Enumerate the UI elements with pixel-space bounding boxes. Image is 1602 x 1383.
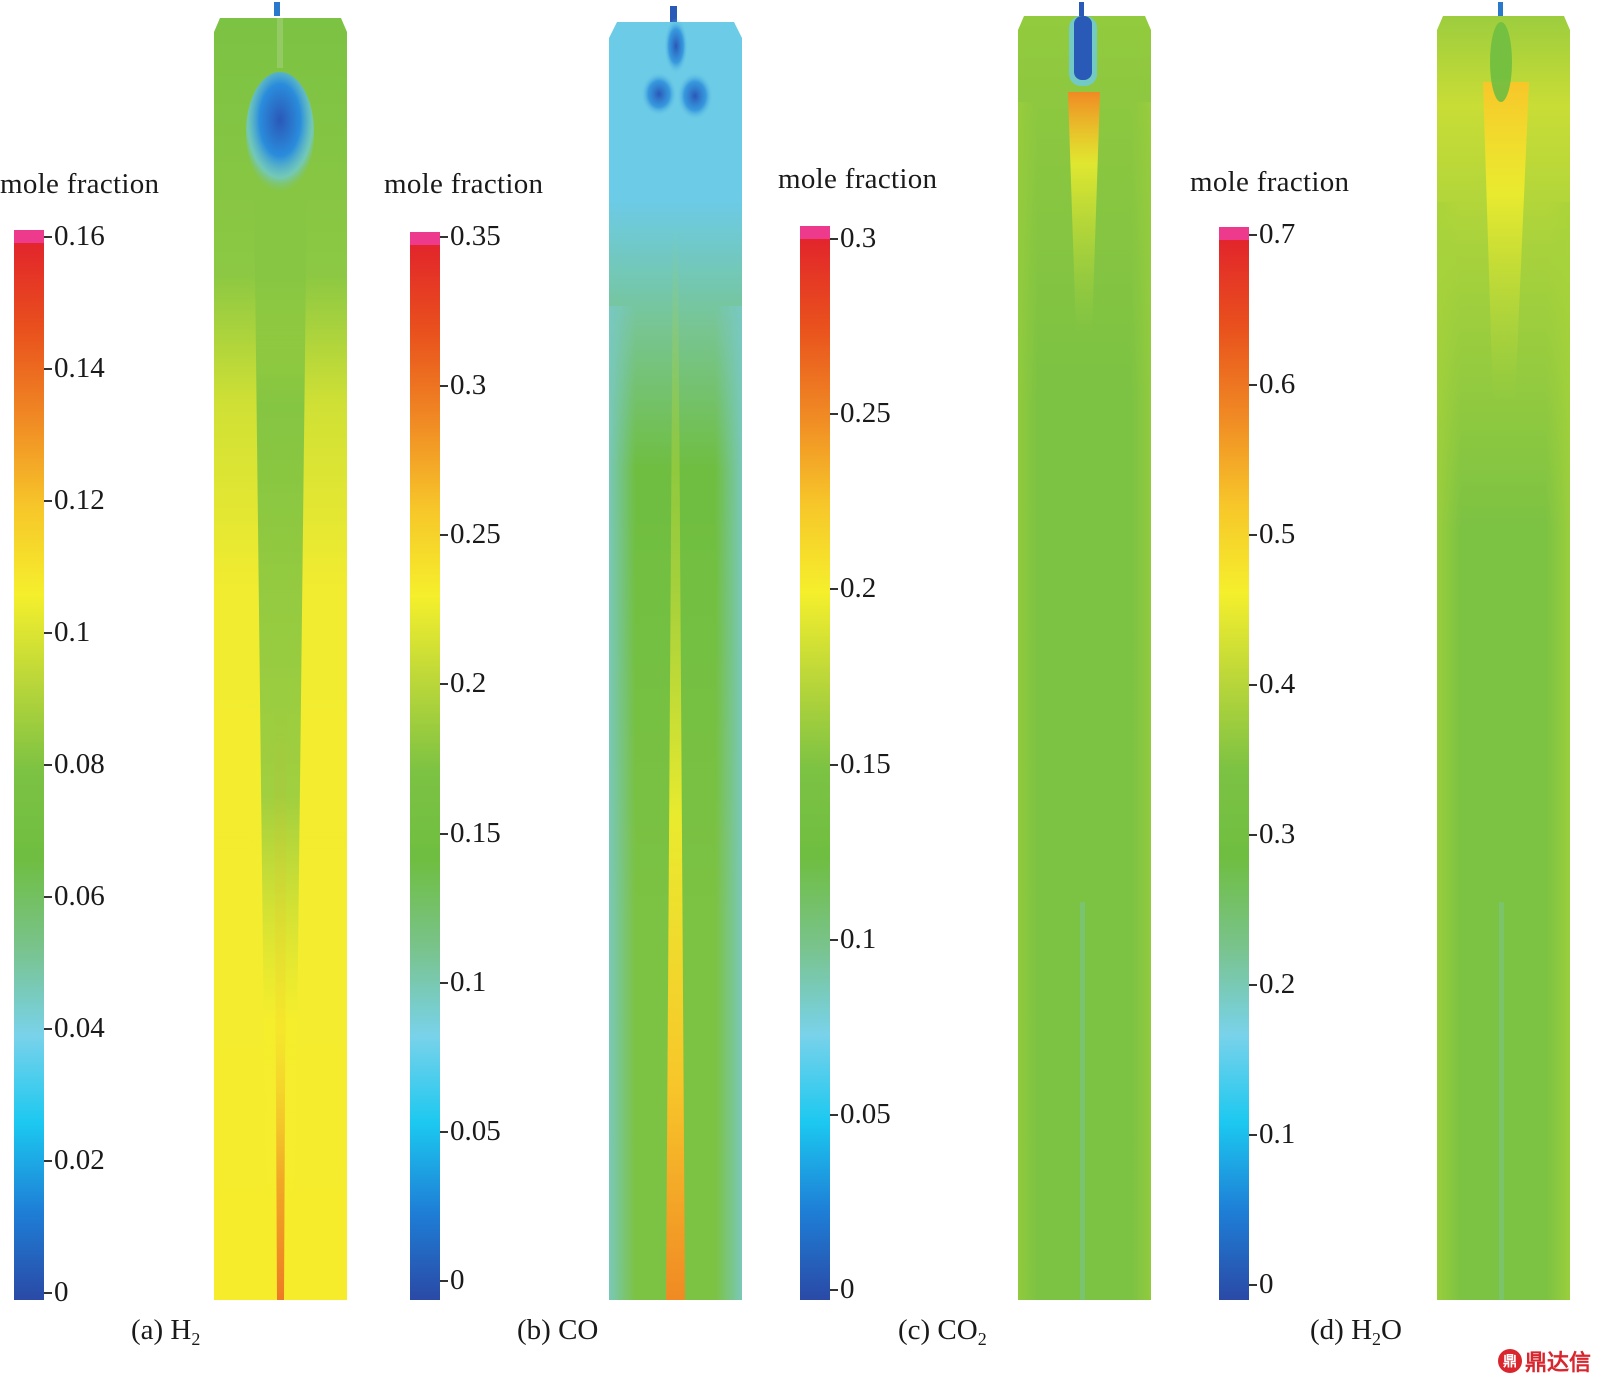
caption-h2: (a) H2 [131, 1314, 201, 1349]
tick-mark [1249, 234, 1257, 236]
tick-label: 0.05 [450, 1114, 501, 1147]
caption-h2o-sub: 2 [1372, 1329, 1382, 1349]
tick-mark [830, 763, 838, 766]
colorbar-h2o [1219, 227, 1249, 1300]
tick-mark [44, 368, 52, 370]
tick-mark [830, 238, 838, 240]
tick-mark [830, 1289, 838, 1291]
tick-mark [44, 500, 52, 502]
legend-title-co2: mole fraction [778, 163, 938, 195]
tick-label: 0.7 [1259, 218, 1296, 250]
tick-label: 0.16 [54, 220, 105, 252]
tick-mark [830, 413, 838, 416]
tick-label: 0.02 [54, 1144, 105, 1176]
caption-h2o-text: (d) H [1310, 1314, 1373, 1346]
caption-co2-text: (c) CO [898, 1314, 978, 1346]
tick-label: 0.15 [450, 816, 501, 849]
tick-label: 0 [840, 1273, 855, 1305]
tick-label: 0 [1259, 1268, 1274, 1300]
nozzle-co2 [1079, 2, 1084, 20]
tick-mark [830, 938, 838, 941]
tick-label: 0.1 [840, 922, 877, 955]
legend-title-h2o: mole fraction [1190, 166, 1350, 198]
legend-title-h2: mole fraction [0, 168, 160, 200]
tick-label: 0.25 [450, 518, 501, 551]
tick-label: 0.3 [840, 222, 877, 254]
tick-label: 0 [450, 1264, 465, 1296]
tick-mark [44, 1028, 52, 1030]
tick-mark [440, 236, 448, 238]
tick-mark [440, 534, 448, 537]
tick-mark [1249, 984, 1257, 986]
tick-label: 0.6 [1259, 368, 1296, 400]
tick-label: 0.35 [450, 220, 501, 252]
tick-mark [1249, 1284, 1257, 1286]
colorbar-co [410, 232, 440, 1300]
caption-h2o: (d) H2O [1310, 1314, 1402, 1349]
tick-mark [44, 632, 52, 634]
caption-h2-text: (a) H [131, 1314, 192, 1346]
caption-h2o-suffix: O [1381, 1314, 1402, 1346]
tick-mark [44, 1292, 52, 1294]
reactor-co [609, 6, 742, 1300]
caption-co2: (c) CO2 [898, 1314, 987, 1349]
reactor-co2 [1018, 2, 1151, 1300]
tick-label: 0.1 [450, 965, 487, 998]
tick-label: 0.3 [450, 369, 487, 402]
tick-label: 0.06 [54, 880, 105, 912]
watermark-text: 鼎达信 [1525, 1351, 1592, 1376]
caption-co: (b) CO [517, 1316, 598, 1348]
tick-label: 0.04 [54, 1012, 105, 1044]
tick-label: 0.15 [840, 747, 891, 780]
tick-label: 0.2 [450, 667, 487, 700]
tick-label: 0.08 [54, 748, 105, 780]
reactor-h2 [214, 2, 347, 1300]
tick-label: 0.3 [1259, 818, 1296, 850]
tick-mark [44, 896, 52, 898]
tick-label: 0.2 [1259, 968, 1296, 1000]
nozzle-h2 [274, 2, 280, 16]
nozzle-co [670, 6, 677, 22]
caption-h2-sub: 2 [191, 1329, 201, 1349]
tick-mark [44, 236, 52, 238]
reactor-h2o [1437, 2, 1570, 1300]
tick-mark [1249, 384, 1257, 386]
tick-label: 0.14 [54, 352, 105, 384]
legend-title-co: mole fraction [384, 168, 544, 200]
tick-label: 0.1 [1259, 1118, 1296, 1150]
tick-mark [830, 588, 838, 591]
tick-label: 0.5 [1259, 518, 1296, 550]
tick-mark [440, 832, 448, 835]
tick-mark [1249, 1134, 1257, 1136]
tick-mark [440, 981, 448, 984]
watermark-badge-icon: 鼎 [1498, 1349, 1522, 1373]
tick-mark [1249, 684, 1257, 686]
tick-label: 0 [54, 1276, 69, 1308]
caption-co2-sub: 2 [977, 1329, 987, 1349]
tick-mark [440, 385, 448, 388]
caption-co-text: (b) CO [517, 1314, 599, 1346]
tick-mark [44, 1160, 52, 1162]
tick-mark [830, 1113, 838, 1116]
tick-mark [1249, 834, 1257, 836]
tick-mark [440, 683, 448, 686]
nozzle-h2o [1498, 2, 1503, 18]
tick-label: 0.1 [54, 616, 91, 648]
tick-label: 0.25 [840, 397, 891, 430]
tick-label: 0.4 [1259, 668, 1296, 700]
watermark-logo: 鼎 鼎达信 [1498, 1345, 1591, 1377]
tick-mark [440, 1130, 448, 1133]
tick-mark [1249, 534, 1257, 536]
tick-label: 0.2 [840, 572, 877, 605]
tick-mark [44, 764, 52, 766]
colorbar-h2 [14, 230, 44, 1300]
colorbar-co2 [800, 226, 830, 1300]
tick-label: 0.12 [54, 484, 105, 516]
tick-label: 0.05 [840, 1097, 891, 1130]
tick-mark [440, 1280, 448, 1282]
